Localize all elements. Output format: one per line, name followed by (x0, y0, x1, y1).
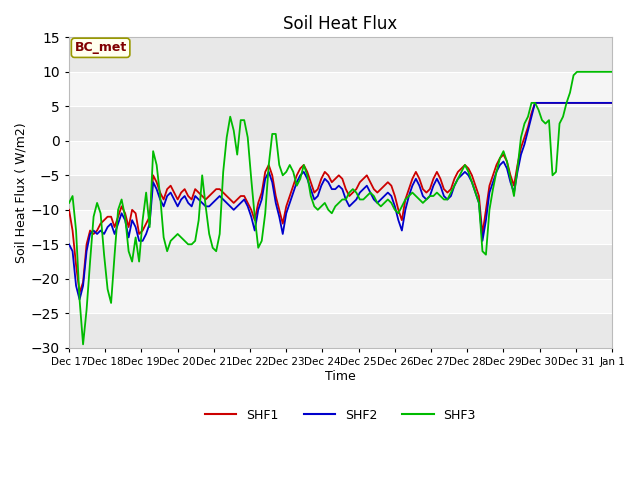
Bar (69, 244, 612, 279)
Legend: SHF1, SHF2, SHF3: SHF1, SHF2, SHF3 (200, 404, 481, 427)
Title: Soil Heat Flux: Soil Heat Flux (284, 15, 397, 33)
Text: BC_met: BC_met (74, 41, 127, 54)
Bar (69, 313, 612, 348)
Bar (69, 107, 612, 141)
X-axis label: Time: Time (325, 370, 356, 383)
Bar (69, 72, 612, 107)
Bar (69, 175, 612, 210)
Y-axis label: Soil Heat Flux ( W/m2): Soil Heat Flux ( W/m2) (15, 122, 28, 263)
Bar (69, 279, 612, 313)
Bar (69, 210, 612, 244)
Bar (69, 37, 612, 72)
Bar (69, 141, 612, 175)
